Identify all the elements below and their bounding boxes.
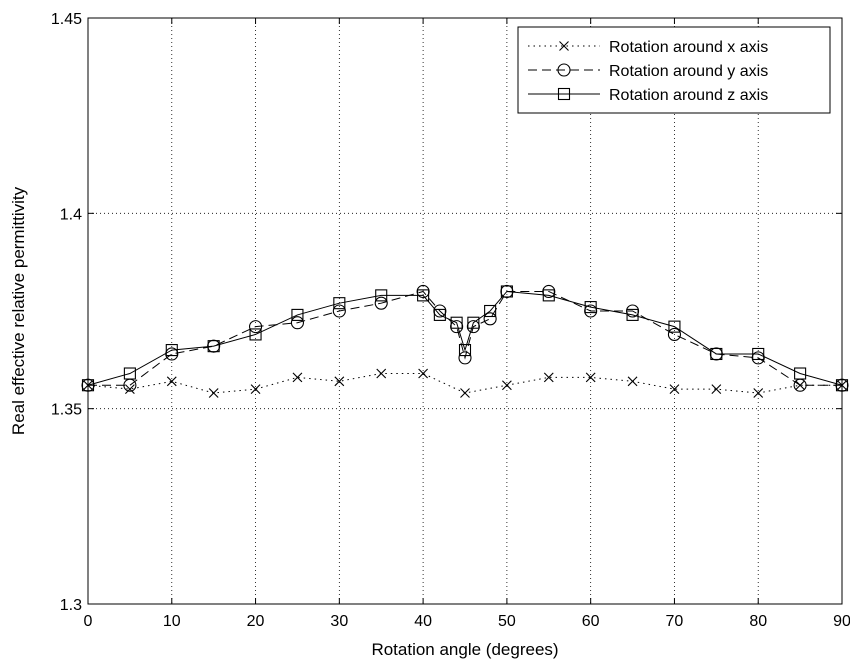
- y-axis-label: Real effective relative permittivity: [9, 186, 28, 435]
- y-tick-label: 1.3: [60, 597, 82, 614]
- data-point: [500, 285, 513, 298]
- data-point: [123, 367, 136, 380]
- data-point: [249, 328, 262, 341]
- data-point: [208, 388, 219, 398]
- series-group: [81, 284, 849, 398]
- data-point: [627, 376, 638, 387]
- data-point: [290, 316, 304, 330]
- data-point: [165, 344, 178, 357]
- data-point: [584, 301, 597, 314]
- x-tick-label: 70: [666, 613, 684, 630]
- x-tick-label: 30: [330, 613, 348, 630]
- y-tick-label: 1.4: [60, 206, 82, 223]
- x-axis-label: Rotation angle (degrees): [371, 640, 558, 659]
- data-point: [332, 304, 346, 318]
- data-point: [376, 368, 387, 379]
- data-point: [250, 384, 261, 395]
- data-point: [458, 351, 472, 365]
- x-tick-label: 40: [414, 613, 432, 630]
- y-tick-label: 1.35: [51, 402, 82, 419]
- x-tick-label: 20: [247, 613, 265, 630]
- data-point: [333, 297, 346, 310]
- data-point: [124, 384, 135, 395]
- data-point: [418, 368, 429, 379]
- plot-frame: [87, 17, 843, 605]
- data-point: [291, 308, 304, 321]
- data-point: [710, 347, 723, 361]
- data-point: [794, 367, 807, 380]
- data-point: [467, 316, 480, 329]
- data-point: [292, 372, 303, 383]
- data-point: [483, 312, 497, 326]
- data-point: [450, 316, 463, 329]
- legend: Rotation around x axis Rotation around y …: [517, 26, 831, 114]
- data-point: [433, 308, 446, 321]
- legend-marker: [557, 63, 571, 77]
- data-point: [711, 384, 722, 395]
- data-point: [81, 379, 95, 392]
- data-point: [460, 388, 470, 398]
- legend-marker: [557, 87, 571, 101]
- data-point: [249, 320, 263, 334]
- x-tick-label: 10: [163, 613, 181, 630]
- data-point: [752, 347, 765, 361]
- legend-entry: Rotation around y axis: [528, 63, 768, 80]
- y-tick-label: 1.45: [51, 11, 82, 28]
- data-point: [753, 388, 764, 398]
- grid: [88, 18, 842, 604]
- x-tick-label: 80: [749, 613, 767, 630]
- data-point: [835, 379, 849, 392]
- data-point: [585, 372, 596, 383]
- legend-entry: Rotation around x axis: [528, 39, 768, 56]
- data-point: [542, 289, 555, 302]
- data-point: [484, 304, 497, 318]
- data-point: [207, 340, 220, 353]
- data-point: [667, 327, 681, 341]
- data-point: [374, 296, 388, 310]
- x-tick-label: 90: [833, 613, 850, 630]
- data-point: [334, 376, 345, 387]
- x-tick-label: 60: [582, 613, 600, 630]
- data-point: [417, 289, 430, 302]
- legend-entry: Rotation around z axis: [528, 87, 768, 104]
- legend-marker: [559, 41, 569, 51]
- data-point: [501, 380, 512, 391]
- x-tick-label: 50: [498, 613, 516, 630]
- series-line: [88, 290, 842, 386]
- data-point: [458, 344, 472, 357]
- data-point: [669, 384, 680, 395]
- data-point: [375, 289, 388, 302]
- data-point: [166, 376, 177, 387]
- data-point: [668, 320, 681, 333]
- series-line: [87, 290, 843, 386]
- legend-label: Rotation around y axis: [609, 63, 768, 80]
- legend-label: Rotation around z axis: [609, 87, 768, 104]
- data-point: [626, 308, 639, 321]
- x-tick-label: 0: [84, 613, 93, 630]
- legend-label: Rotation around x axis: [609, 39, 768, 56]
- axis-ticks: 0 10 20 30 40 50 60 70 80 90 1.3 1.35 1.4 1.45: [51, 11, 850, 630]
- series-3: [81, 285, 849, 392]
- data-point: [543, 372, 554, 383]
